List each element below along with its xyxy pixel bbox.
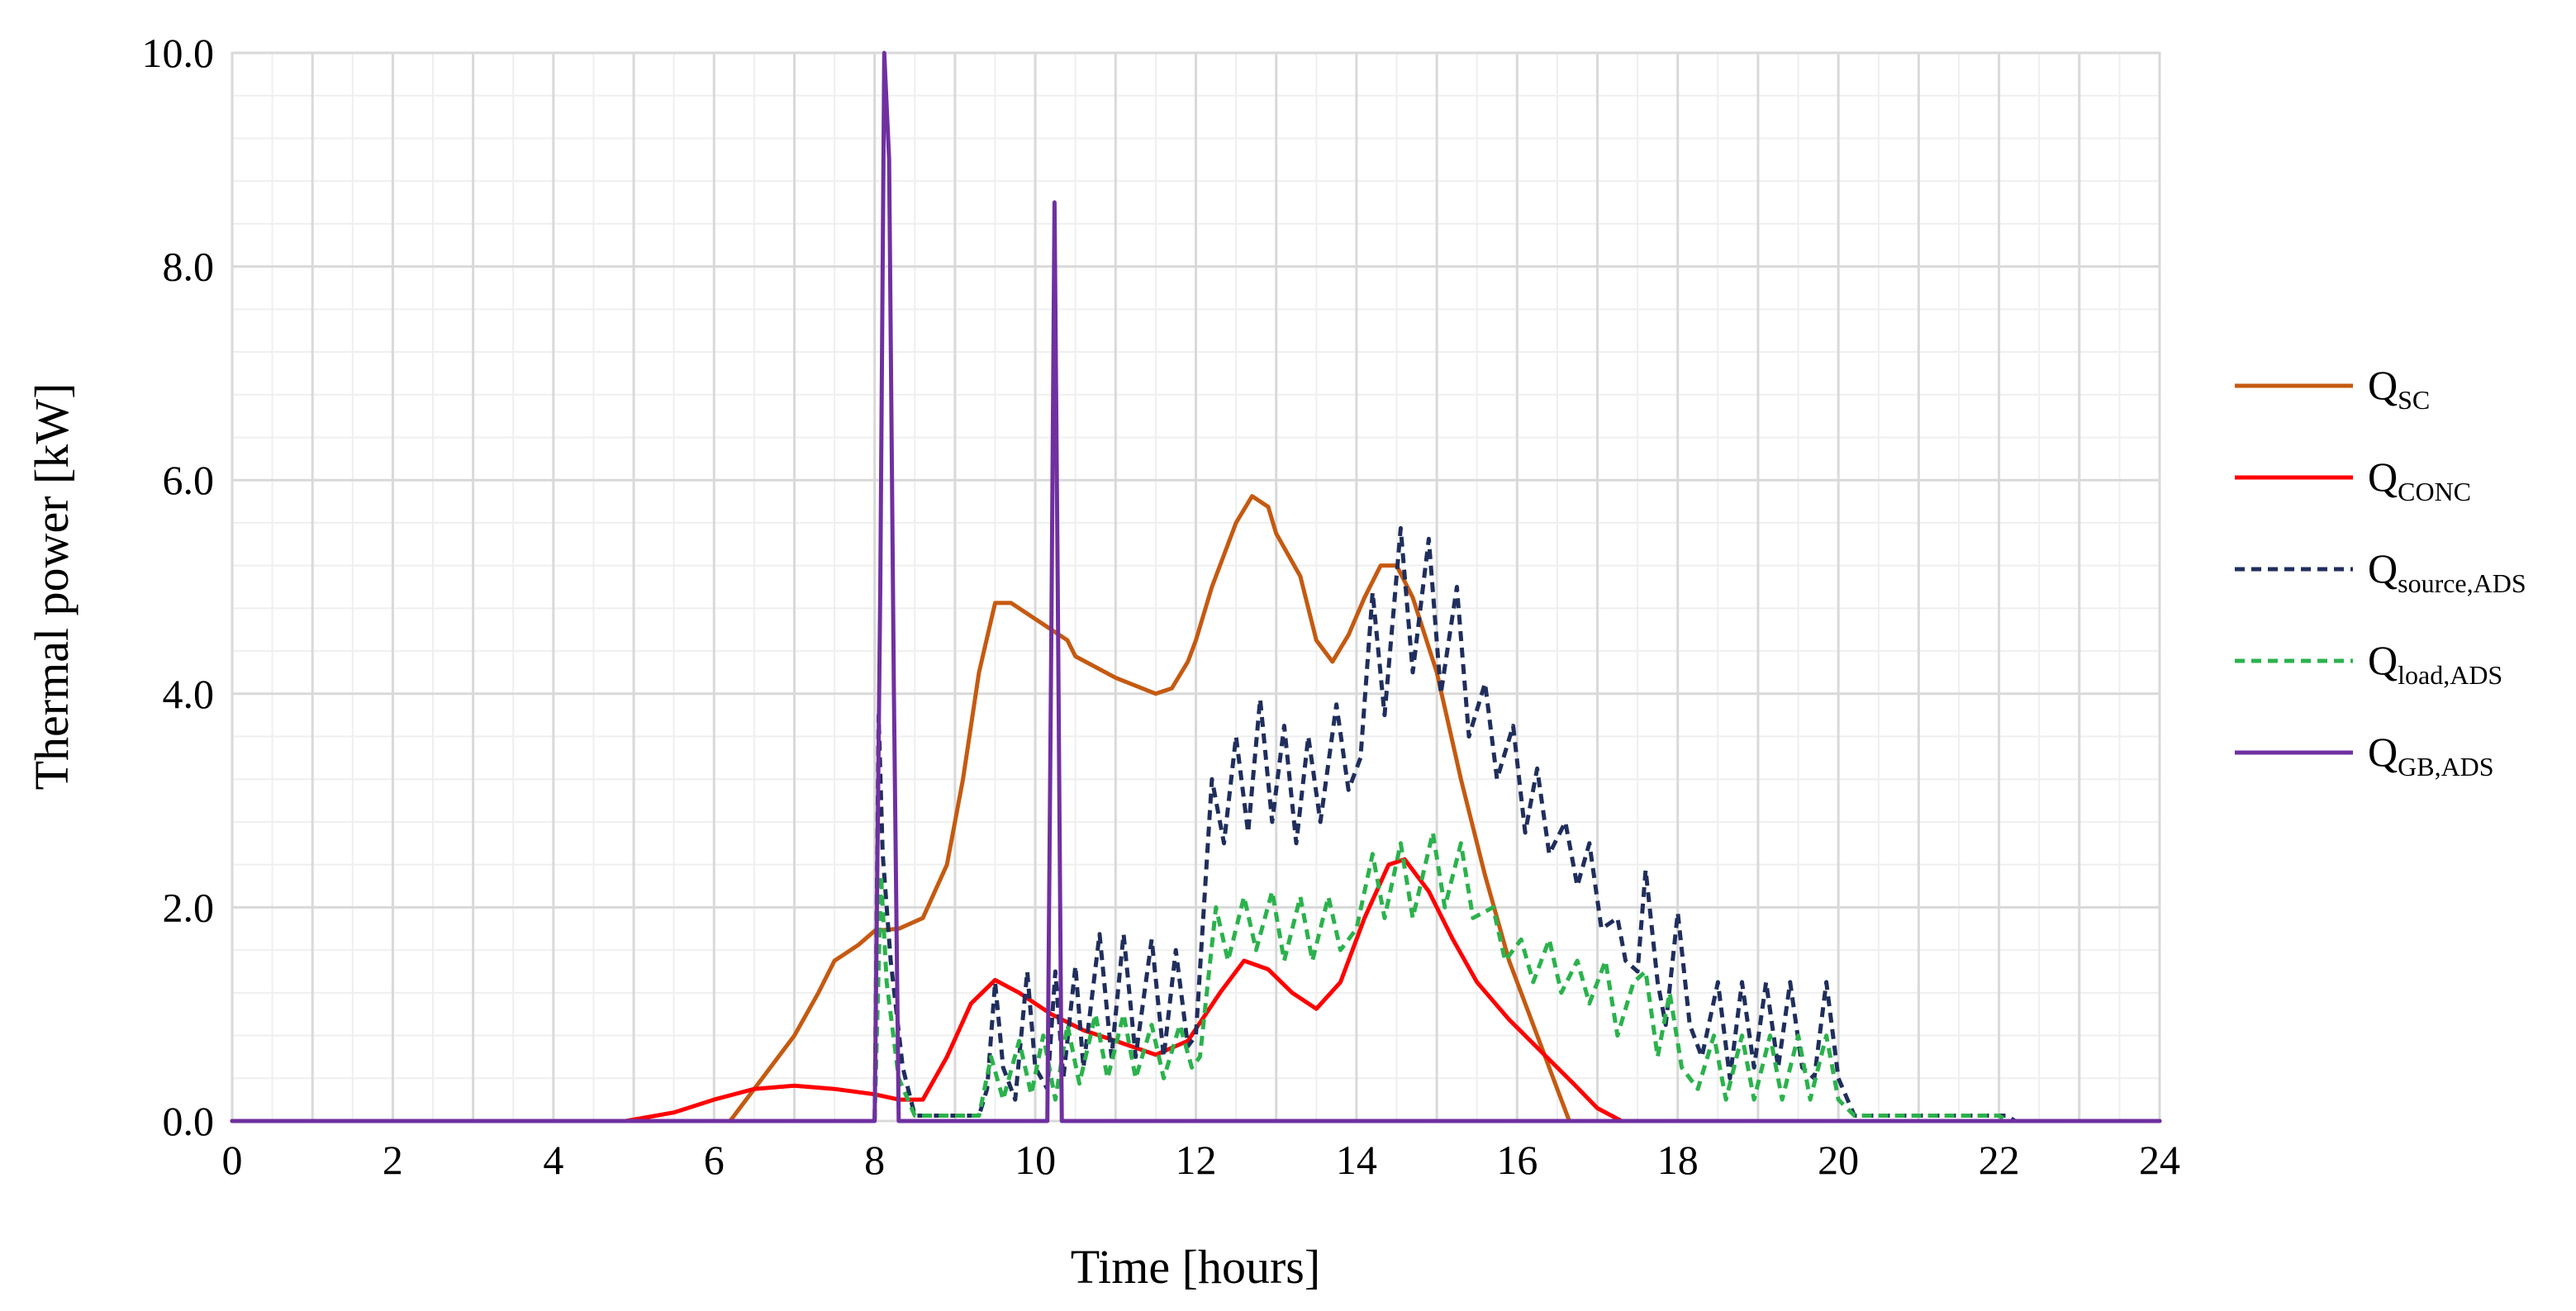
x-tick-label: 24 (2139, 1137, 2180, 1183)
series-line-conc (230, 857, 2162, 1123)
x-tick-label: 6 (704, 1137, 725, 1183)
legend-label-sc: QSC (2368, 362, 2430, 415)
y-tick-label: 6.0 (163, 457, 215, 503)
x-tick-label: 22 (1979, 1137, 2020, 1183)
series-line-gb-ads (230, 50, 2162, 1123)
x-tick-label: 2 (383, 1137, 403, 1183)
legend: QSC QCONC Qsource,ADS Qload,ADS QGB,ADS (2235, 362, 2526, 781)
x-axis-title: Time [hours] (1071, 1240, 1320, 1294)
x-tick-label: 18 (1657, 1137, 1699, 1183)
y-axis-tick-labels: 0.0 2.0 4.0 6.0 8.0 10.0 (142, 30, 215, 1144)
y-tick-label: 0.0 (163, 1098, 215, 1144)
x-tick-label: 8 (864, 1137, 885, 1183)
series-line-load-ads (232, 830, 2160, 1123)
y-axis-title: Thermal power [kW] (25, 383, 78, 791)
y-tick-label: 8.0 (163, 244, 215, 290)
y-tick-label: 2.0 (163, 884, 215, 930)
x-tick-label: 12 (1176, 1137, 1217, 1183)
legend-label-gb-ads: QGB,ADS (2368, 729, 2494, 781)
series-layer (230, 50, 2162, 1123)
legend-label-conc: QCONC (2368, 454, 2471, 506)
legend-label-load-ads: Qload,ADS (2368, 637, 2502, 690)
major-gridlines (232, 53, 2160, 1121)
x-tick-label: 16 (1496, 1137, 1538, 1183)
x-tick-label: 0 (222, 1137, 243, 1183)
x-tick-label: 10 (1015, 1137, 1056, 1183)
y-tick-label: 10.0 (142, 30, 215, 76)
x-axis-tick-labels: 0 2 4 6 8 10 12 14 16 18 20 22 24 (222, 1137, 2181, 1183)
x-tick-label: 14 (1336, 1137, 1377, 1183)
series-line-source-ads (232, 525, 2160, 1123)
x-tick-label: 20 (1818, 1137, 1859, 1183)
x-tick-label: 4 (543, 1137, 563, 1183)
y-tick-label: 4.0 (163, 671, 215, 717)
legend-label-source-ads: Qsource,ADS (2368, 545, 2526, 598)
